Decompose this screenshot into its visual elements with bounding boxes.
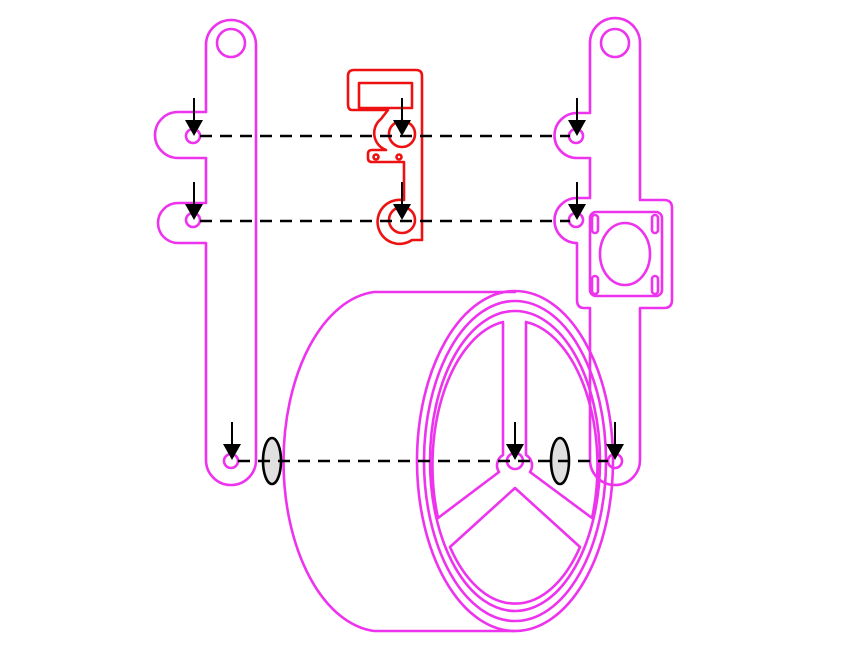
bracket-outline [346, 68, 424, 246]
insertion-arrows [185, 98, 624, 460]
alignment-guides [200, 134, 608, 463]
arrow-right-hole-1 [568, 98, 586, 136]
right-mounting-arm [553, 16, 674, 487]
arrow-right-bottom-hole [606, 422, 624, 460]
spool-rim-outer [415, 289, 615, 633]
right-arm-slot-br [650, 274, 660, 296]
arrow-spool-hub [506, 422, 524, 460]
bracket-window [357, 81, 414, 110]
right-arm-slot-tl [590, 213, 600, 235]
arrow-left-hole-1 [185, 98, 203, 136]
right-arm-top-hole [599, 27, 631, 59]
left-arm-top-hole [215, 27, 247, 59]
right-arm-mount-plate [588, 210, 664, 298]
left-mounting-arm [153, 18, 258, 487]
spool-spoke-window-left [431, 320, 505, 520]
arrow-bracket-hole-2 [393, 182, 411, 220]
left-arm-outline [153, 18, 258, 487]
bracket-pin-left [372, 153, 380, 161]
right-arm-mount-hole [598, 221, 652, 287]
right-arm-slot-tr [650, 213, 660, 235]
bracket-pin-right [395, 153, 403, 161]
spool-rim-inner [428, 309, 602, 613]
spool-spoke-window-right [524, 320, 599, 520]
arrow-left-bottom-hole [223, 422, 241, 460]
spool-spoke-window-bottom [448, 486, 582, 605]
right-arm-slot-bl [590, 274, 600, 296]
red-clip-bracket [346, 68, 424, 246]
arrow-left-hole-2 [185, 182, 203, 220]
right-arm-outline [553, 16, 674, 487]
arrow-right-hole-2 [568, 182, 586, 220]
arrow-bracket-hole-1 [393, 98, 411, 136]
